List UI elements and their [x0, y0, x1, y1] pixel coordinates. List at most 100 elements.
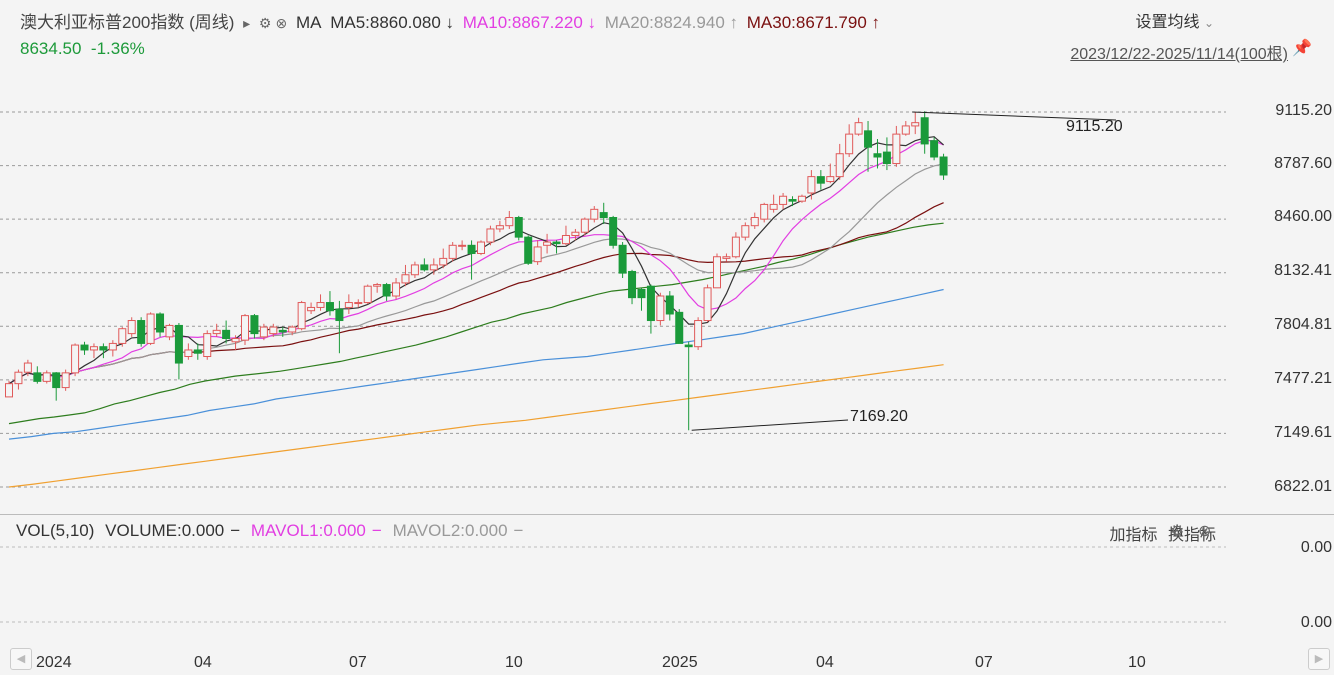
candle-body [5, 383, 13, 398]
candle-body [722, 256, 731, 259]
candle-body [231, 338, 240, 343]
date-range[interactable]: 2023/12/22-2025/11/14(100根) [1070, 46, 1288, 63]
candle-body [344, 302, 353, 308]
candle-body [552, 241, 561, 245]
add-indicator-button[interactable]: 加指标 [1109, 527, 1158, 544]
candle-body [533, 246, 542, 263]
candle-body [845, 133, 854, 155]
candle-body [288, 326, 297, 333]
x-tick-label: 07 [349, 654, 367, 671]
x-tick-label: 10 [1128, 654, 1146, 671]
candle-body [920, 117, 929, 145]
x-tick-label: 07 [975, 654, 993, 671]
panel-divider [0, 514, 1334, 515]
candle-body [146, 313, 155, 344]
index-title: 澳大利亚标普200指数 (周线) [20, 13, 235, 32]
candle-body [363, 285, 372, 304]
candle-body [873, 153, 882, 158]
ma-label: MA [295, 13, 322, 32]
vol-y-tick-label: 0.00 [1300, 614, 1332, 631]
candle-body [354, 302, 363, 305]
candle-body [278, 329, 287, 333]
candle-body [864, 130, 873, 148]
close-icon[interactable]: ⊗ [275, 15, 288, 31]
candle-body [892, 133, 901, 165]
candle-body [741, 225, 750, 238]
candle-body [80, 344, 89, 351]
candle-body [184, 349, 193, 358]
settings-ma-label: 设置均线 [1135, 14, 1200, 31]
candle-body [882, 151, 891, 165]
candle-body [335, 308, 344, 322]
x-tick-label: 2024 [36, 654, 72, 671]
vol-y-tick-label: 0.00 [1300, 539, 1332, 556]
ma5-value: MA5:8860.080 ↓ [330, 13, 454, 32]
last-price: 8634.50 [20, 39, 82, 58]
change-indicator-button[interactable]: 换指标 [1167, 527, 1216, 544]
candle-body [599, 212, 608, 219]
candle-body [769, 203, 778, 210]
low-annotation: 7169.20 [850, 408, 908, 425]
candle-body [373, 284, 382, 287]
candle-body [495, 225, 504, 230]
ma30-value: MA30:8671.790 ↑ [746, 13, 880, 32]
x-tick-label: 04 [194, 654, 212, 671]
candle-body [816, 176, 825, 184]
ma20-line [8, 163, 944, 385]
y-tick-label: 8132.41 [1274, 262, 1332, 279]
x-tick-label: 04 [816, 654, 834, 671]
y-tick-label: 7149.61 [1274, 424, 1332, 441]
close-icon[interactable]: ⊗ [1198, 523, 1212, 540]
ma20-value: MA20:8824.940 ↑ [604, 13, 738, 32]
candle-body [23, 362, 32, 373]
y-tick-label: 6822.01 [1274, 478, 1332, 495]
candle-body [401, 274, 410, 284]
ma10-line [8, 139, 944, 385]
candle-body [911, 122, 920, 127]
candle-body [89, 346, 98, 351]
gear-icon[interactable]: ⚙ [1170, 523, 1185, 540]
candle-body [382, 284, 391, 297]
ma60-line [8, 222, 944, 425]
candle-body [807, 176, 816, 194]
candle-body [52, 372, 61, 389]
candle-body [571, 231, 580, 236]
candle-body [193, 349, 202, 354]
y-tick-label: 8460.00 [1274, 208, 1332, 225]
mavol2-value: MAVOL2:0.000 [392, 521, 508, 540]
candle-body [628, 270, 637, 299]
candle-body [826, 176, 835, 183]
candle-body [307, 306, 316, 312]
candle-body [269, 326, 278, 335]
change-percent: -1.36% [90, 39, 145, 58]
gear-icon[interactable]: ⚙ [258, 15, 272, 31]
candle-body [543, 241, 552, 246]
chart-header: 澳大利亚标普200指数 (周线) ▸ ⚙ ⊗ MA MA5:8860.080 ↓ … [0, 0, 1334, 63]
price-change: 8634.50 -1.36% [20, 39, 145, 59]
settings-ma-button[interactable]: 设置均线 ⌄ [1135, 8, 1214, 32]
candle-body [127, 320, 136, 335]
play-icon[interactable]: ▸ [243, 15, 251, 31]
candle-body [854, 122, 863, 135]
y-tick-label: 9115.20 [1275, 102, 1332, 119]
candle-body [930, 140, 939, 158]
candle-body [71, 344, 80, 374]
candle-body [514, 217, 523, 238]
high-arrow [912, 111, 1117, 121]
scroll-left-button[interactable]: ◀ [10, 648, 32, 670]
vol-label: VOL(5,10) [16, 521, 95, 540]
scroll-right-button[interactable]: ▶ [1308, 648, 1330, 670]
candle-body [174, 324, 183, 364]
candle-body [448, 244, 457, 259]
candle-body [392, 282, 401, 297]
y-tick-label: 7477.21 [1274, 370, 1332, 387]
candle-body [580, 218, 589, 233]
candle-body [524, 236, 533, 264]
candle-body [410, 264, 419, 276]
candle-body [779, 195, 788, 205]
pin-icon[interactable]: 📌 [1292, 40, 1312, 57]
candle-body [901, 125, 910, 135]
candle-body [203, 333, 212, 358]
x-tick-label: 10 [505, 654, 523, 671]
candle-body [429, 264, 438, 271]
